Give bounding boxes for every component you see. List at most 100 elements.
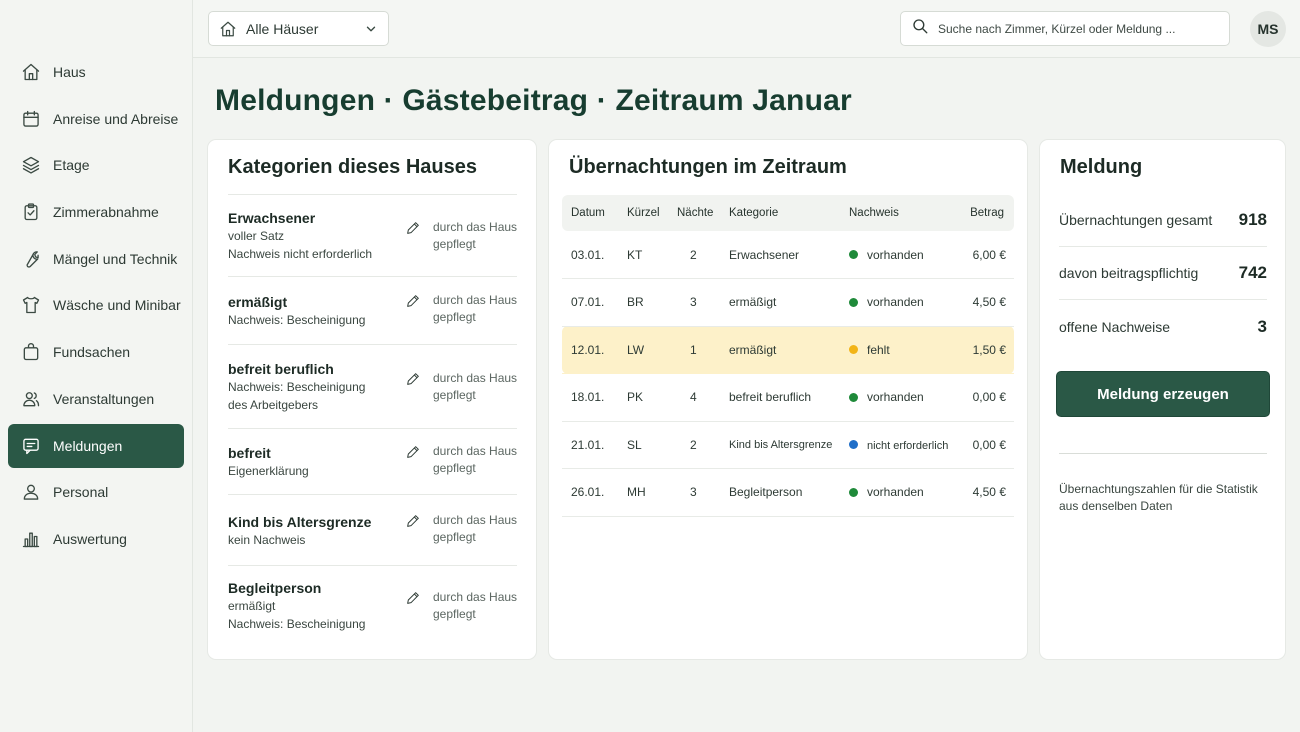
cell-datum: 21.01. bbox=[562, 421, 618, 469]
stat-label: davon beitragspflichtig bbox=[1059, 265, 1199, 281]
table-row[interactable]: 21.01. SL 2 Kind bis Altersgrenze nicht erfo… bbox=[562, 421, 1014, 469]
cell-betrag: 6,00 € bbox=[952, 231, 1014, 279]
status-text: vorhanden bbox=[867, 295, 924, 310]
stat-value: 918 bbox=[1238, 210, 1267, 229]
category-detail: Nachweis: Bescheinigung bbox=[228, 313, 366, 327]
table-row[interactable]: 12.01. LW 1 ermäßigt fehlt 1,50 € bbox=[562, 326, 1014, 374]
status-text: vorhanden bbox=[867, 485, 924, 500]
sidebar-item-label: Mängel und Technik bbox=[53, 250, 178, 267]
sidebar-item-anreise-und-abreise[interactable]: Anreise und Abreise bbox=[8, 97, 184, 141]
sidebar-item-meldungen[interactable]: Meldungen bbox=[8, 423, 184, 468]
table-row[interactable]: 26.01. MH 3 Begleitperson vorhanden 4,50 € bbox=[562, 468, 1014, 517]
cell-kuerzel: PK bbox=[618, 373, 668, 422]
sidebar-item-auswertung[interactable]: Auswertung bbox=[8, 517, 184, 561]
sidebar-item-label: Meldungen bbox=[53, 437, 123, 454]
avatar[interactable]: MS bbox=[1250, 11, 1286, 47]
stat-open-proofs: offene Nachweise 3 bbox=[1059, 300, 1267, 353]
edit-pencil-icon[interactable] bbox=[405, 444, 421, 460]
cell-kuerzel: SL bbox=[618, 421, 668, 469]
cell-naechte: 3 bbox=[668, 468, 720, 517]
cell-kuerzel: MH bbox=[618, 468, 668, 517]
message-icon bbox=[20, 435, 42, 457]
chevron-down-icon bbox=[364, 22, 378, 36]
search-input[interactable] bbox=[938, 21, 1219, 36]
sidebar-item-personal[interactable]: Personal bbox=[8, 470, 184, 514]
column-header-naechte[interactable]: Nächte bbox=[668, 195, 720, 231]
cell-nachweis: fehlt bbox=[840, 326, 952, 374]
report-title: Meldung bbox=[1060, 156, 1143, 178]
stat-chargeable: davon beitragspflichtig 742 bbox=[1059, 247, 1267, 300]
column-header-kuerzel[interactable]: Kürzel bbox=[618, 195, 668, 231]
category-item: befreit beruflich Nachweis: Bescheinigung… bbox=[228, 345, 517, 429]
cell-betrag: 4,50 € bbox=[952, 278, 1014, 327]
category-note: durch das Haus gepflegt bbox=[433, 293, 518, 324]
cell-naechte: 2 bbox=[668, 231, 720, 279]
calendar-icon bbox=[20, 108, 42, 130]
category-note: durch das Haus gepflegt bbox=[433, 590, 518, 621]
column-header-datum[interactable]: Datum bbox=[562, 195, 618, 231]
cell-kategorie: Erwachsener bbox=[720, 231, 840, 279]
sidebar-item-mängel-und-technik[interactable]: Mängel und Technik bbox=[8, 237, 184, 281]
edit-pencil-icon[interactable] bbox=[405, 220, 421, 236]
category-detail: voller Satz bbox=[228, 229, 285, 243]
sidebar-item-label: Zimmerabnahme bbox=[53, 204, 159, 221]
cell-betrag: 1,50 € bbox=[952, 326, 1014, 374]
categories-card: Kategorien dieses Hauses Erwachsener voll… bbox=[208, 140, 536, 659]
table-row[interactable]: 18.01. PK 4 befreit beruflich vorhanden 0,00 … bbox=[562, 373, 1014, 422]
clipboard-check-icon bbox=[20, 201, 42, 223]
cell-datum: 12.01. bbox=[562, 326, 618, 374]
sidebar-item-wäsche-und-minibar[interactable]: Wäsche und Minibar bbox=[8, 283, 184, 327]
cell-nachweis: vorhanden bbox=[840, 231, 952, 279]
sidebar-item-label: Etage bbox=[53, 157, 90, 174]
search-box bbox=[900, 11, 1230, 46]
cell-naechte: 1 bbox=[668, 326, 720, 374]
cell-datum: 18.01. bbox=[562, 373, 618, 422]
status-dot bbox=[849, 249, 858, 259]
report-card: Meldung Übernachtungen gesamt 918 davon … bbox=[1040, 140, 1285, 659]
category-detail: Eigenerklärung bbox=[228, 464, 309, 478]
cell-kategorie: Kind bis Altersgrenze bbox=[720, 421, 840, 469]
cell-kuerzel: LW bbox=[618, 326, 668, 374]
category-name: Begleitperson bbox=[228, 580, 322, 596]
column-header-nachweis[interactable]: Nachweis bbox=[840, 195, 952, 231]
category-name: befreit bbox=[228, 445, 271, 461]
edit-pencil-icon[interactable] bbox=[405, 590, 421, 606]
sidebar-item-fundsachen[interactable]: Fundsachen bbox=[8, 330, 184, 374]
house-select[interactable]: Alle Häuser bbox=[208, 11, 389, 46]
sidebar-item-label: Fundsachen bbox=[53, 344, 131, 361]
sidebar: Haus Anreise und Abreise Etage Zimmerabnahm… bbox=[0, 0, 193, 732]
shirt-icon bbox=[20, 294, 42, 316]
bar-chart-icon bbox=[20, 528, 42, 550]
category-name: Erwachsener bbox=[228, 210, 316, 226]
cell-datum: 03.01. bbox=[562, 231, 618, 279]
status-dot bbox=[849, 487, 858, 497]
sidebar-item-etage[interactable]: Etage bbox=[8, 143, 184, 187]
sidebar-item-haus[interactable]: Haus bbox=[8, 50, 184, 94]
sidebar-item-label: Wäsche und Minibar bbox=[53, 297, 181, 314]
cell-kuerzel: BR bbox=[618, 278, 668, 327]
category-detail: Nachweis: Bescheinigung bbox=[228, 617, 366, 631]
sidebar-nav: Haus Anreise und Abreise Etage Zimmerabnahm… bbox=[8, 50, 184, 564]
stays-title: Übernachtungen im Zeitraum bbox=[569, 156, 847, 178]
generate-report-button[interactable]: Meldung erzeugen bbox=[1056, 371, 1270, 417]
category-detail: ermäßigt bbox=[228, 599, 276, 613]
edit-pencil-icon[interactable] bbox=[405, 371, 421, 387]
status-text: vorhanden bbox=[867, 390, 924, 405]
sidebar-item-zimmerabnahme[interactable]: Zimmerabnahme bbox=[8, 190, 184, 234]
sidebar-item-veranstaltungen[interactable]: Veranstaltungen bbox=[8, 377, 184, 421]
table-row[interactable]: 07.01. BR 3 ermäßigt vorhanden 4,50 € bbox=[562, 278, 1014, 327]
column-header-kategorie[interactable]: Kategorie bbox=[720, 195, 840, 231]
column-header-betrag[interactable]: Betrag bbox=[952, 195, 1014, 231]
table-header-row: Datum Kürzel Nächte Kategorie Nachweis B… bbox=[562, 195, 1014, 231]
category-detail: kein Nachweis bbox=[228, 533, 306, 547]
users-icon bbox=[20, 388, 42, 410]
edit-pencil-icon[interactable] bbox=[405, 293, 421, 309]
table-row[interactable]: 03.01. KT 2 Erwachsener vorhanden 6,00 € bbox=[562, 231, 1014, 279]
sidebar-item-label: Veranstaltungen bbox=[53, 390, 155, 407]
person-icon bbox=[20, 481, 42, 503]
cell-datum: 26.01. bbox=[562, 468, 618, 517]
layers-icon bbox=[20, 154, 42, 176]
edit-pencil-icon[interactable] bbox=[405, 513, 421, 529]
top-bar: Alle Häuser MS bbox=[193, 0, 1300, 58]
categories-title: Kategorien dieses Hauses bbox=[228, 156, 477, 178]
